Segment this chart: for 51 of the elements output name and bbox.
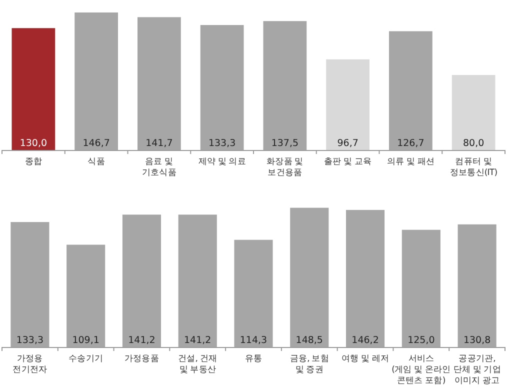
- bar: [178, 214, 217, 347]
- data-label: 146,7: [82, 138, 110, 149]
- x-tick-label: 화장품 및 보건용품: [266, 157, 304, 178]
- data-label: 114,3: [240, 335, 268, 346]
- bar: [290, 208, 329, 347]
- bar: [326, 59, 370, 150]
- bar: [200, 25, 244, 150]
- data-label: 141,2: [184, 335, 212, 346]
- bar: [74, 12, 118, 150]
- data-label: 125,0: [408, 335, 435, 346]
- bar: [388, 31, 432, 150]
- x-tick-label: 금융, 보험 및 증권: [290, 354, 329, 375]
- bar: [402, 230, 440, 347]
- data-label: 130,0: [20, 138, 48, 149]
- data-label: 109,1: [72, 335, 100, 346]
- bar: [458, 224, 496, 347]
- x-tick-label: 제약 및 의료: [198, 157, 246, 167]
- x-tick-label: 공공기관, 단체 및 기업 이미지 광고: [453, 354, 501, 386]
- data-label: 148,5: [296, 335, 323, 346]
- x-tick-label: 식품: [88, 157, 106, 167]
- data-label: 141,7: [146, 138, 173, 149]
- x-tick-label: 여행 및 레저: [341, 354, 390, 364]
- data-label: 146,2: [352, 335, 379, 346]
- x-tick-label: 건설, 건재 및 부동산: [178, 354, 218, 375]
- bar: [122, 214, 162, 347]
- x-tick-label: 가정용 전기전자: [12, 354, 48, 375]
- data-label: 96,7: [337, 138, 358, 149]
- data-label: 133,3: [208, 138, 236, 149]
- x-tick-label: 출판 및 교육: [324, 157, 372, 167]
- x-tick-label: 수송기기: [68, 354, 104, 364]
- x-tick-label: 유통: [244, 354, 262, 364]
- x-tick-label: 서비스 (게임 및 온라인 콘텐츠 포함): [392, 354, 451, 386]
- data-label: 80,0: [462, 138, 484, 149]
- bar: [452, 75, 496, 150]
- data-label: 133,3: [16, 335, 44, 346]
- bar: [234, 240, 273, 347]
- data-label: 137,5: [271, 138, 299, 149]
- bar: [12, 28, 56, 150]
- x-tick-label: 의류 및 패션: [386, 157, 434, 167]
- x-tick-label: 음료 및 기호식품: [142, 157, 177, 178]
- data-label: 130,8: [463, 335, 491, 346]
- x-tick-label: 컴퓨터 및 정보통신(IT): [450, 157, 498, 178]
- bar: [346, 210, 385, 347]
- bar: [263, 21, 307, 150]
- data-label: 141,2: [128, 335, 156, 346]
- x-tick-label: 가정용품: [124, 354, 160, 364]
- bar: [10, 222, 50, 347]
- bar: [66, 244, 106, 347]
- data-label: 126,7: [397, 138, 424, 149]
- bar: [137, 17, 181, 150]
- x-tick-label: 종합: [24, 157, 42, 167]
